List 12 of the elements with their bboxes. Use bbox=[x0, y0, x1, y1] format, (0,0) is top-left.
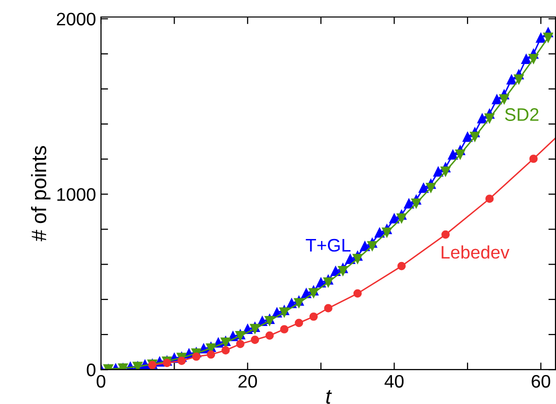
y-tick-label: 0 bbox=[86, 364, 96, 376]
x-axis-title: t bbox=[326, 390, 332, 404]
series-label: SD2 bbox=[505, 108, 538, 121]
y-tick-label: 2000 bbox=[56, 12, 96, 26]
x-tick-label: 0 bbox=[96, 374, 106, 388]
y-tick-label: 1000 bbox=[57, 188, 96, 201]
x-tick-label: 20 bbox=[238, 374, 257, 388]
series-label: T+GL bbox=[306, 238, 350, 252]
x-tick-label: 40 bbox=[384, 374, 404, 388]
y-axis-title: # of points bbox=[31, 146, 50, 242]
series-label: Lebedev bbox=[442, 245, 510, 259]
x-tick-label: 60 bbox=[532, 374, 550, 388]
